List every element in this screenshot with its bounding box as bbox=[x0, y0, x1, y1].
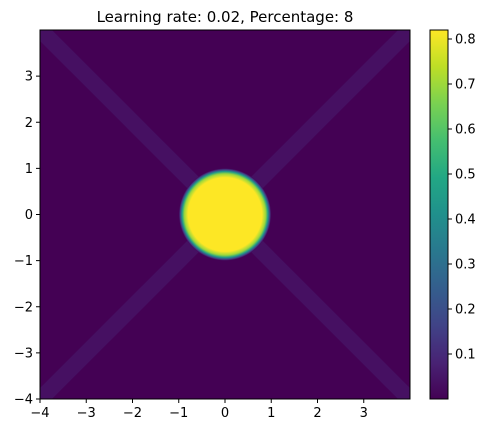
x-axis: −4 −3 −2 −1 0 1 2 3 bbox=[30, 399, 368, 421]
x-tick-label: 1 bbox=[267, 406, 275, 421]
y-tick-label: 2 bbox=[25, 116, 33, 131]
colorbar-tick-label: 0.1 bbox=[455, 348, 476, 363]
chart-title: Learning rate: 0.02, Percentage: 8 bbox=[97, 8, 354, 26]
y-tick-label: 1 bbox=[25, 162, 33, 177]
x-tick-label: 0 bbox=[221, 406, 229, 421]
colorbar-tick-label: 0.4 bbox=[455, 213, 476, 228]
y-tick-label: −1 bbox=[14, 254, 33, 269]
colorbar-gradient bbox=[429, 29, 449, 400]
heatmap-plot bbox=[39, 29, 411, 400]
x-tick-label: −2 bbox=[123, 406, 142, 421]
colorbar-tick-label: 0.2 bbox=[455, 303, 476, 318]
y-tick-label: −2 bbox=[14, 300, 33, 315]
colorbar-tick-label: 0.8 bbox=[455, 33, 476, 48]
y-tick-label: −4 bbox=[14, 393, 33, 408]
y-axis: −4 −3 −2 −1 0 1 2 3 bbox=[14, 70, 40, 408]
y-tick-label: 3 bbox=[25, 70, 33, 85]
colorbar-tick-label: 0.7 bbox=[455, 78, 476, 93]
colorbar: 0.1 0.2 0.3 0.4 0.5 0.6 0.7 0.8 bbox=[429, 29, 476, 400]
x-tick-label: −4 bbox=[30, 406, 49, 421]
x-tick-label: 2 bbox=[313, 406, 321, 421]
colorbar-tick-label: 0.6 bbox=[455, 123, 476, 138]
heatmap-field bbox=[40, 30, 410, 399]
y-tick-label: 0 bbox=[25, 208, 33, 223]
colorbar-tick-label: 0.3 bbox=[455, 258, 476, 273]
x-tick-label: −1 bbox=[169, 406, 188, 421]
x-tick-label: −3 bbox=[77, 406, 96, 421]
central-disk bbox=[178, 168, 272, 261]
y-tick-label: −3 bbox=[14, 346, 33, 361]
x-tick-label: 3 bbox=[360, 406, 368, 421]
colorbar-tick-label: 0.5 bbox=[455, 168, 476, 183]
